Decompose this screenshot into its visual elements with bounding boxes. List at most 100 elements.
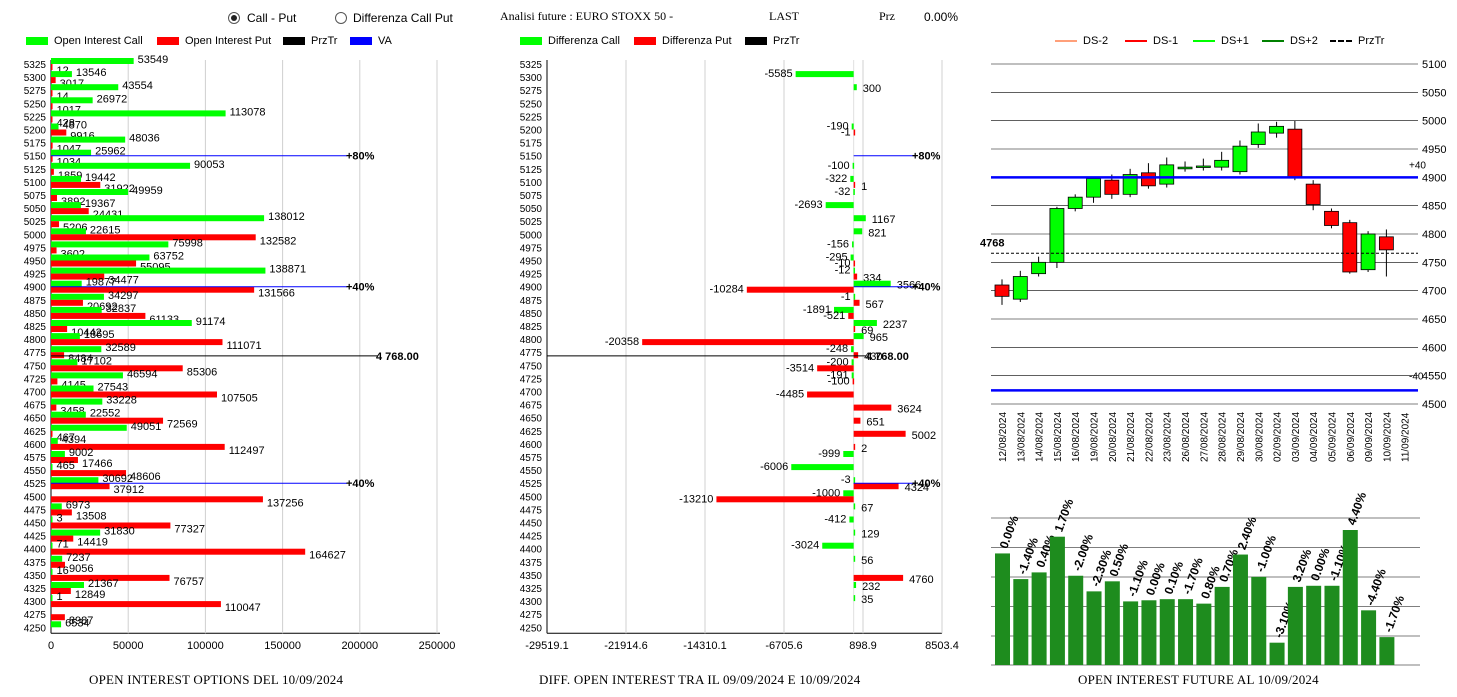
oi-put-bar <box>51 208 89 215</box>
oi-call-label: 6534 <box>65 617 89 629</box>
diff-call-bar <box>825 202 854 209</box>
diff-call-bar <box>851 359 854 366</box>
cs-candle <box>1141 172 1156 187</box>
oi-strike-label: 4875 <box>24 296 47 307</box>
oif-bar <box>1196 603 1212 665</box>
oif-bar <box>1159 599 1175 665</box>
oi-call-label: 49051 <box>131 421 162 433</box>
diff-call-label: -190 <box>827 121 849 133</box>
diff-call-bar <box>853 189 855 195</box>
cs-date-label: 26/08/2024 <box>1181 412 1192 462</box>
oi-put-bar <box>51 234 256 241</box>
oi-put-bar <box>51 457 78 463</box>
oi-call-label: 465 <box>57 460 75 472</box>
diff-strike-label: 4925 <box>520 270 543 281</box>
diff-strike-label: 4975 <box>520 243 543 254</box>
legend-przTr: PrzTr <box>283 35 337 47</box>
diff-strike-label: 5225 <box>520 112 543 123</box>
oi-put-bar <box>51 339 223 346</box>
cs-y-tick-label: 4700 <box>1422 286 1446 298</box>
oi-call-label: 75998 <box>172 237 203 249</box>
oi-strike-label: 4250 <box>24 623 47 634</box>
oi-put-bar <box>51 588 71 594</box>
oi-call-bar <box>51 451 65 457</box>
oi-call-label: 71 <box>57 539 69 551</box>
oi-strike-label: 5125 <box>24 165 47 176</box>
cs-candle <box>1250 131 1266 145</box>
oi-call-label: 49959 <box>132 185 163 197</box>
oi-put-label: 428 <box>57 117 75 129</box>
cs-date-label: 03/09/2024 <box>1291 412 1302 462</box>
diff-strike-label: 5275 <box>520 86 543 97</box>
diff-put-label: 69 <box>861 325 873 337</box>
diff-strike-label: 4825 <box>520 322 543 333</box>
diff-strike-label: 4300 <box>520 597 543 608</box>
diff-call-label: -248 <box>826 343 848 355</box>
diff-put-bar <box>853 299 860 306</box>
oi-put-label: 12849 <box>75 589 106 601</box>
oi-put-bar <box>51 286 255 293</box>
oi-put-bar <box>51 273 105 280</box>
diff-x-tick-label: -21914.6 <box>604 640 647 652</box>
diff-call-bar <box>853 333 864 340</box>
prz-value: 0.00% <box>924 10 959 24</box>
cs-date-label: 14/08/2024 <box>1035 412 1046 462</box>
diff-put-label: 430 <box>864 351 882 363</box>
oi-put-bar <box>51 391 217 398</box>
oi-call-bar <box>51 437 58 444</box>
oi-call-bar <box>51 346 102 353</box>
diff-strike-label: 5025 <box>520 217 543 228</box>
cs-candle <box>1305 183 1321 205</box>
oif-bar <box>1379 637 1395 665</box>
oi-call-label: 9002 <box>69 447 93 459</box>
oi-put-label: 34477 <box>108 275 139 287</box>
oi-strike-label: 4600 <box>24 440 47 451</box>
oi-call-bar <box>51 411 86 418</box>
diff-call-bar <box>853 503 856 510</box>
oi-call-label: 18695 <box>84 329 115 341</box>
oi-put-bar <box>51 168 54 175</box>
oi-call-label: 138012 <box>268 211 305 223</box>
oi-strike-label: 4725 <box>24 374 47 385</box>
cs-candle <box>1232 145 1248 173</box>
diff-put-label: -20358 <box>605 336 639 348</box>
oi-strike-label: 5150 <box>24 152 47 163</box>
diff-put-label: -521 <box>823 310 845 322</box>
diff-strike-label: 4275 <box>520 610 543 621</box>
oi-put-bar <box>51 142 53 149</box>
cs-date-label: 11/09/2024 <box>1401 412 1412 462</box>
oi-put-label: 107505 <box>221 393 258 405</box>
oi-call-bar <box>51 359 78 366</box>
oi-put-label: 77327 <box>174 524 205 536</box>
oi-strike-label: 4475 <box>24 505 47 516</box>
oi-call-label: 113078 <box>230 106 266 118</box>
diff-va-label: +40% <box>912 282 941 294</box>
oi-put-bar <box>51 443 225 450</box>
oi-put-label: 131566 <box>258 288 295 300</box>
legend-ds-przTr: PrzTr <box>1330 35 1384 47</box>
oi-put-bar <box>51 77 56 84</box>
cs-candle <box>1012 276 1028 300</box>
cs-y-tick-label: 4850 <box>1422 201 1446 213</box>
oi-strike-label: 4550 <box>24 466 47 477</box>
diff-call-label: 965 <box>870 332 888 344</box>
oif-bar <box>1361 610 1377 665</box>
radio-call-put[interactable] <box>228 12 240 24</box>
oi-call-bar <box>51 84 119 91</box>
oi-put-bar <box>51 221 60 228</box>
diff-call-label: 232 <box>862 581 880 593</box>
diff-put-label: 2 <box>861 443 867 455</box>
cs-candle <box>1177 166 1193 170</box>
cs-candle <box>1104 179 1120 195</box>
prz-label: Prz <box>879 9 895 23</box>
oi-put-bar <box>51 417 164 424</box>
oi-put-bar <box>51 299 83 306</box>
oi-call-label: 53549 <box>138 54 169 66</box>
diff-call-label: -5585 <box>765 68 793 80</box>
oi-put-label: 110047 <box>225 602 261 614</box>
diff-put-label: 651 <box>866 417 884 429</box>
cs-date-label: 29/08/2024 <box>1236 412 1247 462</box>
oi-put-bar <box>51 103 53 110</box>
radio-diff[interactable] <box>335 12 347 24</box>
oif-bar-label: 1.70% <box>1052 497 1077 534</box>
